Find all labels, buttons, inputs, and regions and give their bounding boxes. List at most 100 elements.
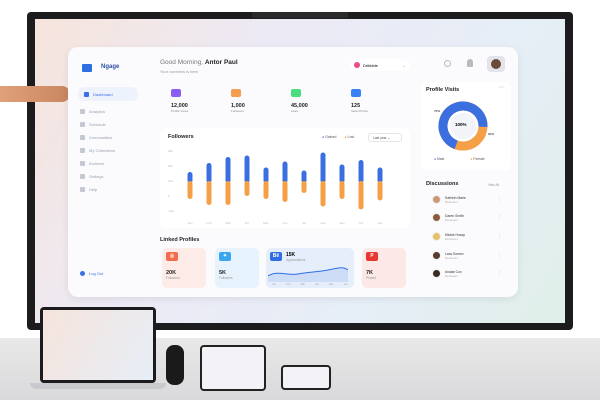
discussion-item[interactable]: Avatar Cox Developer [432, 269, 462, 278]
linked-value: 15K [286, 252, 296, 258]
archive-icon [80, 161, 85, 166]
user-name: Antor Paul [204, 59, 238, 66]
bar-lost [301, 181, 307, 193]
grid-icon [84, 91, 89, 97]
stat-value: 12,000 [171, 103, 188, 109]
bookmark-icon [351, 89, 361, 97]
y-tick-label: 10k [168, 179, 173, 183]
x-tick-label: Oct [359, 221, 364, 225]
discussion-item[interactable]: Mickie Hussy Developer [432, 232, 465, 241]
period-select[interactable]: Last year ⌄ [368, 133, 402, 142]
legend-lost: ● Lost [344, 135, 355, 139]
linked-instagram[interactable]: ◎ 20K Followers [162, 248, 206, 288]
bar-gained [225, 157, 231, 183]
more-icon[interactable]: ⋯ [498, 85, 504, 91]
discussion-item[interactable]: Kathein Marie Moderator [432, 195, 466, 204]
bar-lost [339, 181, 345, 199]
bar-gained [339, 164, 345, 183]
y-tick-label: 30k [168, 149, 173, 153]
person-role: Moderator [445, 199, 458, 204]
visits-donut [438, 101, 488, 151]
x-tick-label: Mar [225, 221, 230, 225]
more-icon[interactable]: ⋮ [497, 197, 502, 203]
x-tick-label: Nov [377, 221, 383, 225]
instagram-icon: ◎ [166, 252, 178, 261]
linked-behance[interactable]: Bē 15K Appreciations Jan Feb Mar Apr May Jun [266, 248, 354, 288]
sidebar-item-settings[interactable]: Settings [80, 174, 103, 179]
person-name: Avatar Cox [445, 269, 462, 274]
logout-icon [80, 271, 85, 276]
x-tick-label: Apr [245, 221, 250, 225]
linked-label: Followers [219, 276, 233, 280]
sidebar-item-schedule[interactable]: Schedule [80, 122, 106, 127]
sidebar-item-analytics[interactable]: Analytics [80, 109, 105, 114]
sidebar-item-dashboard[interactable]: Dashboard [78, 87, 138, 101]
avatar [491, 59, 501, 69]
laptop-screen [40, 307, 156, 383]
laptop-base [30, 383, 166, 389]
chat-icon[interactable] [444, 60, 451, 67]
behance-sparkline [268, 267, 348, 282]
sidebar-item-help[interactable]: Help [80, 187, 97, 192]
more-icon[interactable]: ⋮ [497, 234, 502, 240]
bar-lost [206, 181, 212, 205]
bar-gained [244, 155, 250, 183]
bell-icon[interactable] [467, 59, 473, 67]
more-icon[interactable]: ⋮ [497, 215, 502, 221]
stat-card-saved-posts[interactable]: 125 Saved Posts [347, 85, 402, 119]
sidebar-item-label: My Collections [89, 148, 116, 153]
chart-legend: ● Gained ● Lost [322, 135, 354, 139]
profile-avatar-button[interactable] [487, 56, 505, 72]
stat-card-likes[interactable]: 45,000 Likes [287, 85, 342, 119]
bar-lost [377, 181, 383, 201]
y-tick-label: 20k [168, 164, 173, 168]
sidebar-item-label: Analytics [89, 109, 106, 114]
x-tick-label: May [263, 221, 269, 225]
help-icon [80, 187, 85, 192]
sidebar-item-archives[interactable]: Archives [80, 161, 104, 166]
gear-icon [80, 174, 85, 179]
stat-label: Followers [231, 109, 244, 113]
followers-icon [231, 89, 241, 97]
x-tick-label: Sep [339, 221, 345, 225]
x-tick-label: Jul [302, 221, 306, 225]
pinterest-icon: P [366, 252, 378, 261]
more-icon[interactable]: ⋮ [497, 271, 502, 277]
bar-gained [358, 160, 364, 183]
subtitle: Your overview is here [160, 69, 199, 74]
view-all-link[interactable]: View All [488, 183, 500, 187]
linked-label: Followers [166, 276, 180, 280]
sidebar-item-collections[interactable]: My Collections [80, 148, 115, 153]
period-value: Last year [373, 136, 387, 140]
linked-pinterest[interactable]: P 7K Pinned [362, 248, 406, 288]
sidebar-item-communities[interactable]: Communities [80, 135, 112, 140]
wireless-dongle [166, 345, 184, 385]
workspace-select[interactable]: Dribbble ⌄ [350, 59, 410, 71]
avatar [432, 213, 441, 222]
sparkline-months: Jan Feb Mar Apr May Jun [272, 283, 348, 286]
legend-female: ● Female [470, 157, 485, 161]
sidebar-item-label: Communities [89, 135, 113, 140]
x-tick-label: Jun [283, 221, 288, 225]
more-icon[interactable]: ⋮ [497, 253, 502, 259]
donut-center [450, 113, 476, 139]
logout-button[interactable]: Log Out [80, 271, 103, 276]
eye-icon [171, 89, 181, 97]
stat-card-profile-views[interactable]: 12,000 Profile Views [167, 85, 222, 119]
stat-card-followers[interactable]: 1,000 Followers [227, 85, 282, 119]
linked-profiles-title: Linked Profiles [160, 237, 200, 243]
legend-label: Male [437, 157, 445, 161]
bar-lost [320, 181, 326, 207]
twitter-icon: ✦ [219, 252, 231, 261]
discussion-item[interactable]: Lara Gomez Developer [432, 251, 464, 260]
y-tick-label: -10k [168, 209, 174, 213]
linked-twitter[interactable]: ✦ 5K Followers [215, 248, 259, 288]
behance-icon: Bē [270, 252, 282, 261]
legend-male: ● Male [434, 157, 445, 161]
x-tick-label: Feb [206, 221, 212, 225]
discussion-item[interactable]: Daren Smith Developer [432, 213, 464, 222]
followers-chart: 30k 20k 10k 0 -10k Jan Feb Mar Apr May Jun Jul Aug Se… [168, 149, 383, 225]
legend-label: Gained [325, 135, 337, 139]
sidebar-item-label: Settings [89, 174, 104, 179]
month-label: Apr [315, 283, 319, 286]
